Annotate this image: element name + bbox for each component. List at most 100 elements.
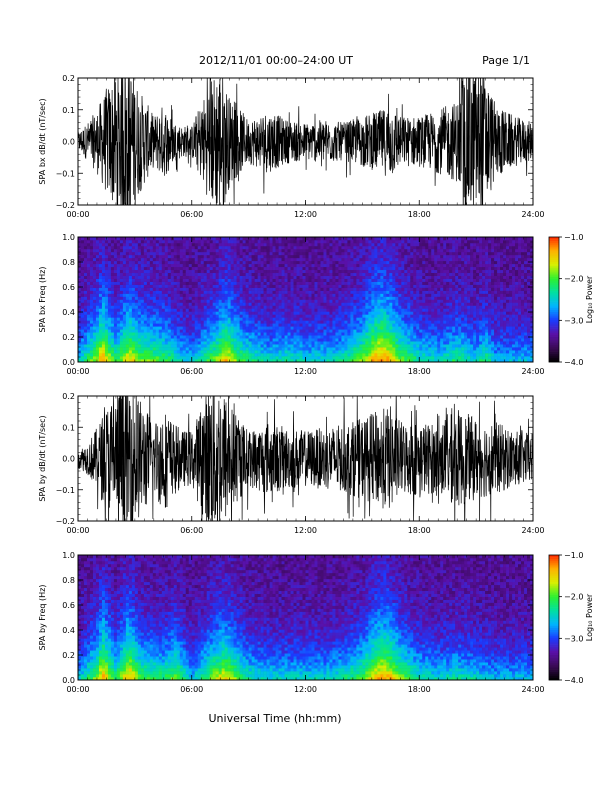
spectrogram-cell [242, 335, 246, 339]
spectrogram-cell [158, 293, 163, 297]
spectrogram-cell [185, 359, 190, 363]
spectrogram-cell [140, 314, 145, 318]
spectrogram-cell [419, 311, 423, 315]
spectrogram-cell [332, 341, 336, 345]
spectrogram-cell [221, 275, 225, 279]
spectrogram-cell [200, 311, 205, 315]
spectrogram-cell [167, 239, 172, 244]
spectrogram-cell [167, 326, 172, 330]
spectrogram-cell [233, 317, 237, 321]
spectrogram-cell [137, 329, 142, 333]
spectrogram-cell [176, 284, 181, 288]
spectrogram-cell [287, 239, 291, 244]
spectrogram-cell [377, 272, 381, 276]
spectrogram-cell [398, 299, 402, 303]
spectrogram-cell [128, 260, 133, 265]
spectrogram-cell [335, 254, 339, 259]
spectrogram-cell [293, 251, 297, 256]
spectrogram-cell [209, 350, 213, 354]
spectrogram-cell [245, 302, 249, 306]
spectrogram-cell [116, 344, 121, 348]
spectrogram-cell [254, 311, 258, 315]
spectrogram-cell [101, 281, 106, 285]
spectrogram-cell [89, 323, 94, 327]
spectrogram-cell [173, 263, 178, 268]
spectrogram-cell [215, 314, 219, 318]
spectrogram-cell [305, 323, 309, 327]
spectrogram-cell [356, 347, 360, 351]
spectrogram-cell [257, 248, 261, 253]
spectrogram-cell [140, 287, 145, 291]
spectrogram-cell [248, 326, 252, 330]
spectrogram-cell [260, 284, 264, 288]
spectrogram-cell [320, 278, 324, 282]
spectrogram-cell [278, 359, 282, 363]
spectrogram-cell [209, 356, 213, 360]
spectrogram-cell [299, 341, 303, 345]
spectrogram-cell [293, 269, 297, 274]
spectrogram-cell [110, 314, 115, 318]
spectrogram-cell [254, 287, 258, 291]
spectrogram-cell [368, 341, 372, 345]
spectrogram-cell [98, 311, 103, 315]
spectrogram-cell [308, 237, 312, 241]
spectrogram-cell [326, 347, 330, 351]
spectrogram-cell [371, 242, 375, 247]
spectrogram-cell [317, 287, 321, 291]
spectrogram-cell [170, 332, 175, 336]
spectrogram-cell [374, 356, 378, 360]
spectrogram-cell [110, 326, 115, 330]
spectrogram-cell [287, 257, 291, 262]
spectrogram-cell [86, 332, 91, 336]
spectrogram-cell [401, 344, 405, 348]
spectrogram-cell [131, 335, 136, 339]
spectrogram-cell [78, 269, 82, 274]
spectrogram-cell [335, 317, 339, 321]
spectrogram-cell [101, 242, 106, 247]
spectrogram-cell [218, 341, 222, 345]
spectrogram-cell [143, 245, 148, 250]
spectrogram-cell [386, 278, 390, 282]
spectrogram-cell [119, 272, 124, 276]
spectrogram-cell [353, 302, 357, 306]
spectrogram-cell [200, 317, 205, 321]
spectrogram-cell [305, 344, 309, 348]
spectrogram-cell [149, 257, 154, 262]
spectrogram-cell [251, 257, 255, 262]
spectrogram-cell [368, 326, 372, 330]
spectrogram-cell [305, 287, 309, 291]
spectrogram-cell [284, 359, 288, 363]
spectrogram-cell [305, 275, 309, 279]
spectrogram-cell [287, 278, 291, 282]
spectrogram-cell [200, 326, 205, 330]
spectrogram-cell [182, 248, 187, 253]
spectrogram-cell [404, 308, 408, 312]
spectrogram-cell [119, 260, 124, 265]
spectrogram-cell [290, 284, 294, 288]
spectrogram-cell [326, 239, 330, 244]
spectrogram-cell [236, 251, 240, 256]
spectrogram-cell [92, 269, 97, 274]
spectrogram-cell [251, 350, 255, 354]
spectrogram-cell [101, 293, 106, 297]
spectrogram-cell [338, 347, 342, 351]
spectrogram-cell [245, 272, 249, 276]
spectrogram-cell [113, 284, 118, 288]
spectrogram-cell [395, 305, 399, 309]
spectrogram-cell [269, 239, 273, 244]
spectrogram-cell [182, 299, 187, 303]
spectrogram-cell [413, 237, 417, 241]
spectrogram-cell [185, 326, 190, 330]
spectrogram-cell [326, 332, 330, 336]
spectrogram-cell [155, 299, 160, 303]
spectrogram-cell [152, 356, 157, 360]
spectrogram-cell [398, 326, 402, 330]
spectrogram-cell [125, 266, 130, 271]
spectrogram-cell [344, 287, 348, 291]
spectrogram-cell [233, 275, 237, 279]
spectrogram-cell [251, 284, 255, 288]
spectrogram-cell [380, 311, 384, 315]
spectrogram-cell [275, 263, 279, 268]
spectrogram-cell [95, 254, 100, 259]
spectrogram-cell [155, 338, 160, 342]
